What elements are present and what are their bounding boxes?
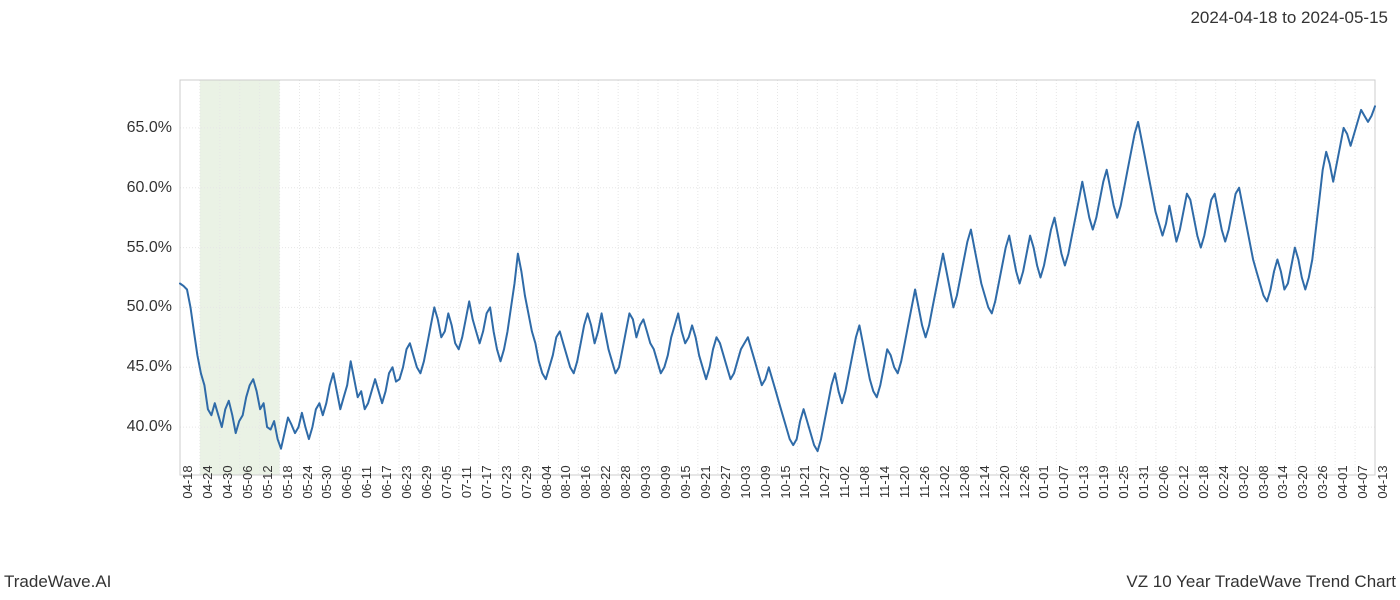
x-tick-label: 08-16: [578, 465, 593, 498]
x-tick-label: 01-19: [1096, 465, 1111, 498]
x-tick-label: 12-14: [977, 465, 992, 498]
x-tick-label: 09-09: [658, 465, 673, 498]
date-range-label: 2024-04-18 to 2024-05-15: [1190, 8, 1388, 28]
x-tick-label: 04-01: [1335, 465, 1350, 498]
x-tick-label: 11-02: [837, 466, 852, 498]
x-tick-label: 03-20: [1295, 465, 1310, 498]
chart-title: VZ 10 Year TradeWave Trend Chart: [1126, 572, 1396, 592]
x-tick-label: 10-21: [797, 465, 812, 498]
x-tick-label: 04-24: [200, 465, 215, 498]
x-tick-label: 02-18: [1196, 465, 1211, 498]
x-tick-label: 12-08: [957, 465, 972, 498]
x-tick-label: 11-14: [877, 466, 892, 498]
x-tick-label: 05-12: [260, 465, 275, 498]
x-tick-label: 04-30: [220, 465, 235, 498]
x-tick-label: 10-15: [778, 465, 793, 498]
x-tick-label: 12-02: [937, 465, 952, 498]
x-tick-label: 02-06: [1156, 465, 1171, 498]
x-tick-label: 12-20: [997, 465, 1012, 498]
x-tick-label: 01-01: [1036, 465, 1051, 498]
x-tick-label: 08-22: [598, 465, 613, 498]
footer-brand: TradeWave.AI: [4, 572, 111, 592]
x-tick-label: 10-27: [817, 465, 832, 498]
x-tick-label: 04-07: [1355, 465, 1370, 498]
x-tick-label: 07-05: [439, 465, 454, 498]
x-tick-label: 09-15: [678, 465, 693, 498]
x-tick-label: 05-18: [280, 465, 295, 498]
x-tick-label: 06-23: [399, 465, 414, 498]
x-tick-label: 09-21: [698, 465, 713, 498]
x-tick-label: 07-29: [519, 465, 534, 498]
x-tick-label: 03-14: [1275, 465, 1290, 498]
y-tick-label: 65.0%: [92, 119, 172, 137]
x-tick-label: 09-27: [718, 465, 733, 498]
x-tick-label: 09-03: [638, 465, 653, 498]
x-tick-label: 04-13: [1375, 465, 1390, 498]
x-tick-label: 11-08: [857, 466, 872, 498]
y-tick-label: 60.0%: [92, 179, 172, 197]
x-tick-label: 03-26: [1315, 465, 1330, 498]
x-tick-label: 04-18: [180, 465, 195, 498]
y-tick-label: 45.0%: [92, 358, 172, 376]
x-tick-label: 06-11: [359, 466, 374, 498]
y-tick-label: 55.0%: [92, 239, 172, 257]
x-tick-label: 10-09: [758, 465, 773, 498]
x-tick-label: 05-30: [319, 465, 334, 498]
x-tick-label: 06-29: [419, 465, 434, 498]
x-tick-label: 12-26: [1017, 465, 1032, 498]
x-tick-label: 07-11: [459, 466, 474, 498]
x-tick-label: 05-24: [300, 465, 315, 498]
x-tick-label: 05-06: [240, 465, 255, 498]
x-tick-label: 06-17: [379, 465, 394, 498]
x-tick-label: 11-20: [897, 466, 912, 498]
x-tick-label: 03-08: [1256, 465, 1271, 498]
x-tick-label: 08-04: [539, 465, 554, 498]
x-tick-label: 02-12: [1176, 465, 1191, 498]
x-tick-label: 01-31: [1136, 465, 1151, 498]
x-tick-label: 02-24: [1216, 465, 1231, 498]
chart-container: 40.0% 45.0% 50.0% 55.0% 60.0% 65.0% 04-18 04-2…: [0, 40, 1400, 560]
x-tick-label: 08-10: [558, 465, 573, 498]
x-tick-label: 07-23: [499, 465, 514, 498]
x-tick-label: 07-17: [479, 465, 494, 498]
x-tick-label: 01-07: [1056, 465, 1071, 498]
x-tick-label: 06-05: [339, 465, 354, 498]
x-tick-label: 08-28: [618, 465, 633, 498]
x-tick-label: 01-25: [1116, 465, 1131, 498]
x-tick-label: 01-13: [1076, 465, 1091, 498]
x-tick-label: 10-03: [738, 465, 753, 498]
x-tick-label: 03-02: [1236, 465, 1251, 498]
x-tick-label: 11-26: [917, 466, 932, 498]
y-tick-label: 50.0%: [92, 298, 172, 316]
y-tick-label: 40.0%: [92, 418, 172, 436]
